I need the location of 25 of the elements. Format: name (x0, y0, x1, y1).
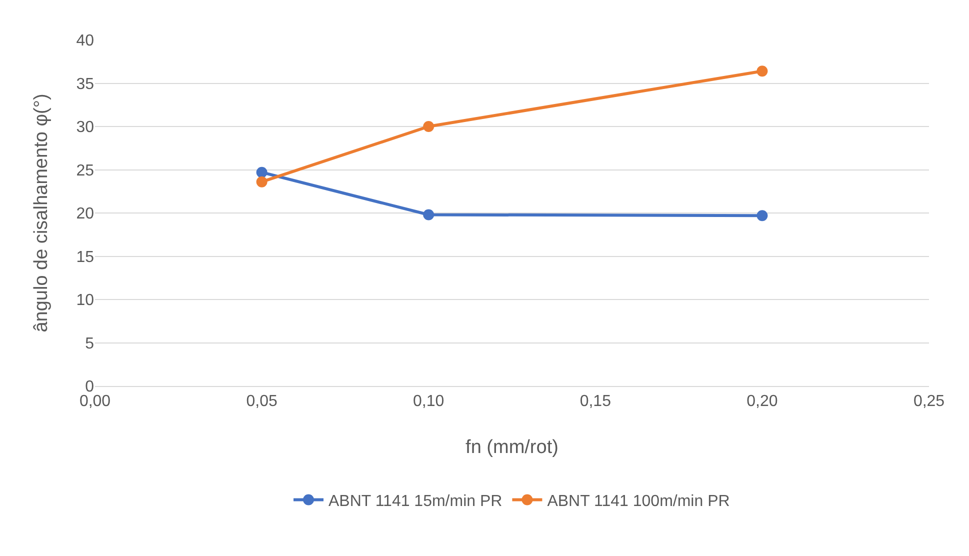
point (256, 176, 268, 188)
x-tick-label: 0,20 (746, 393, 778, 410)
point (256, 166, 268, 178)
y-tick-label: 20 (76, 206, 94, 223)
point (756, 210, 768, 222)
y-tick-label: 10 (76, 292, 94, 310)
y-tick-label: 15 (76, 248, 94, 266)
y-tick-label: 5 (85, 335, 94, 352)
y-tick-label: 30 (76, 119, 94, 136)
legend-label: ABNT 1141 15m/min PR (328, 493, 502, 510)
x-tick-label: 0,00 (79, 393, 111, 410)
y-axis-title: ângulo de cisalhamento φ(°) (31, 94, 52, 332)
point (423, 209, 434, 220)
x-axis-title: fn (mm/rot) (466, 437, 558, 458)
x-tick-label: 0,25 (913, 393, 945, 410)
x-tick-label: 0,10 (413, 393, 444, 410)
y-tick-label: 25 (76, 162, 94, 180)
point (423, 121, 434, 132)
x-tick-label: 0,05 (246, 393, 278, 410)
y-tick-label: 0 (85, 378, 94, 396)
point (756, 66, 768, 77)
y-tick-label: 40 (76, 32, 94, 50)
legend-label: ABNT 1141 100m/min PR (547, 493, 730, 510)
x-tick-label: 0,15 (580, 393, 612, 410)
y-tick-label: 35 (76, 76, 94, 93)
